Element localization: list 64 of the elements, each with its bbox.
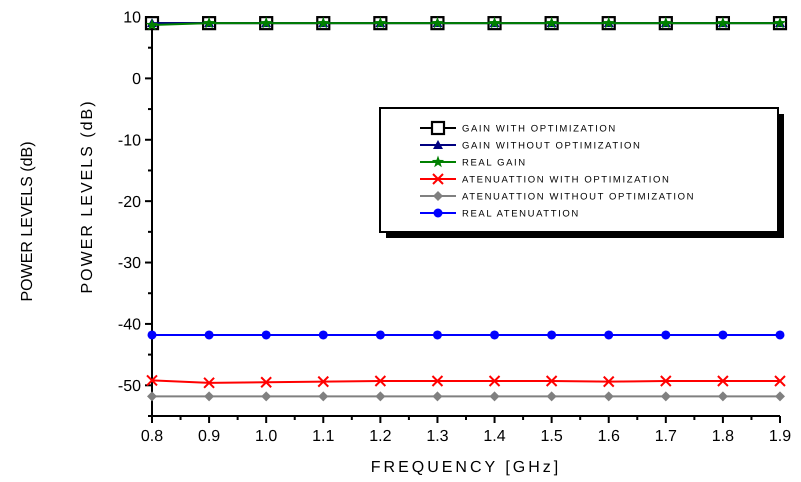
point: [432, 391, 442, 402]
point: [262, 330, 271, 340]
point: [718, 330, 728, 340]
x-tick-label: 1.5: [540, 428, 563, 445]
y-tick-label: 0: [132, 70, 142, 88]
y-axis-title: POWER LEVELS (dB): [79, 99, 96, 294]
point: [318, 391, 328, 402]
text: POWER LEVELS (dB): [19, 141, 36, 302]
point: [260, 376, 272, 388]
point: [776, 330, 784, 340]
point: [546, 375, 558, 388]
point: [261, 391, 272, 402]
point: [148, 330, 156, 340]
point: [432, 330, 442, 340]
x-tick-label: 1.7: [654, 428, 678, 445]
point: [660, 391, 671, 402]
x-tick-label: 1.9: [768, 428, 792, 445]
x-tick-label: 0.8: [140, 428, 164, 445]
x-tick-label: 1.2: [369, 428, 392, 445]
point: [317, 376, 330, 388]
point: [602, 376, 615, 388]
point: [203, 376, 216, 389]
point: [490, 391, 500, 402]
point: [775, 391, 785, 402]
y-tick-label: -20: [118, 194, 142, 211]
legend-label: ATENUATTION WITHOUT OPTIMIZATION: [462, 191, 696, 202]
legend-label: REAL GAIN: [462, 157, 527, 168]
y-tick-label: -40: [118, 316, 142, 334]
point: [716, 375, 729, 388]
point: [146, 374, 158, 386]
point: [204, 330, 214, 340]
y-tick-label: 10: [123, 10, 142, 27]
point: [374, 375, 386, 388]
legend-label: GAIN WITHOUT OPTIMIZATION: [462, 140, 642, 152]
y-tick-label: -50: [118, 378, 142, 395]
y-tick-label: -10: [118, 132, 142, 150]
point: [431, 375, 444, 388]
point: [604, 330, 614, 340]
point: [604, 391, 614, 402]
point: [718, 391, 728, 402]
point: [661, 330, 670, 340]
y-tick-label: -30: [118, 255, 142, 272]
x-tick-label: 1.3: [426, 428, 449, 445]
x-tick-label: 1.8: [712, 428, 734, 445]
point: [318, 330, 328, 340]
x-tick-label: 1.6: [598, 428, 620, 445]
point: [147, 391, 157, 402]
legend-label: REAL ATENUATTION: [462, 208, 580, 220]
point: [488, 375, 501, 388]
x-tick-label: 1.4: [483, 428, 506, 445]
point: [774, 375, 786, 388]
point: [490, 330, 500, 340]
point: [376, 330, 385, 340]
x-tick-label: 1.1: [312, 428, 334, 445]
point: [547, 330, 556, 340]
x-axis-title: FREQUENCY [GHz]: [370, 459, 562, 476]
x-tick-label: 1.0: [255, 428, 278, 445]
point: [204, 391, 214, 402]
point: [375, 391, 386, 402]
x-tick-label: 0.9: [198, 428, 220, 445]
point: [660, 375, 672, 388]
point: [546, 391, 557, 402]
legend-label: ATENUATTION WITH OPTIMIZATION: [462, 174, 670, 186]
legend-label: GAIN WITH OPTIMIZATION: [462, 123, 617, 134]
